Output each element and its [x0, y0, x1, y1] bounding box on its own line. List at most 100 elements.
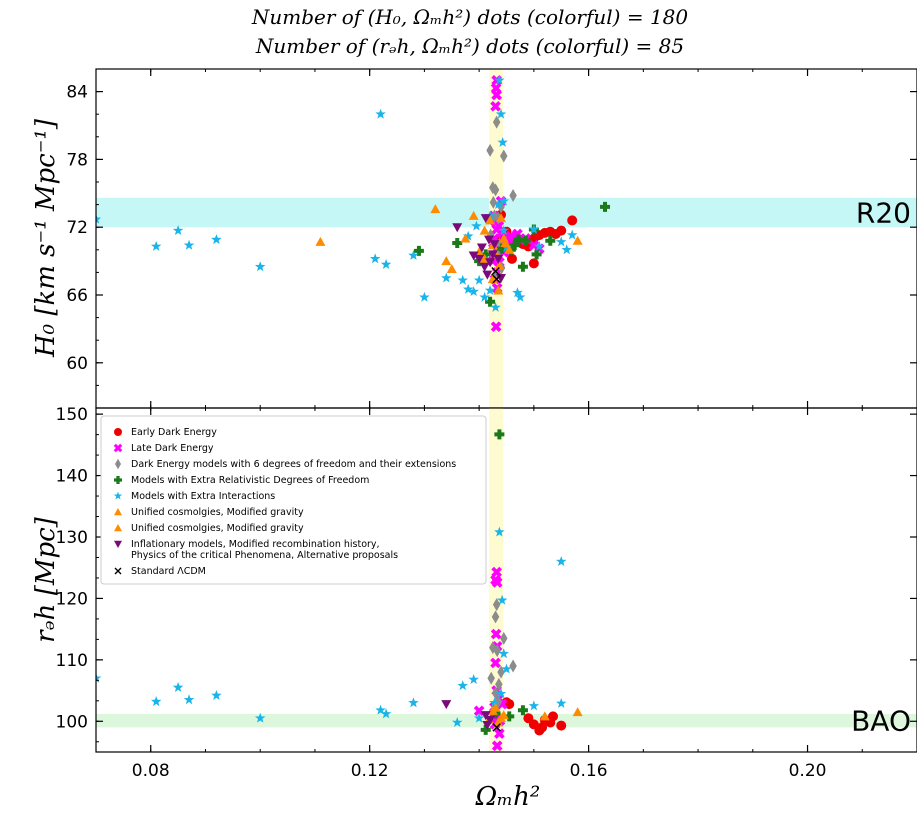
legend-box: [100, 415, 487, 585]
bottom-data-point: [504, 711, 515, 722]
bottom-data-point: [485, 716, 496, 726]
bottom-data-point: [408, 697, 419, 708]
bottom-data-point: [492, 723, 501, 732]
top-data-point: [520, 235, 531, 246]
top-data-point: [485, 215, 496, 225]
bottom-data-point: [493, 644, 501, 658]
bottom-data-point: [501, 663, 512, 674]
top-data-point: [369, 253, 381, 264]
bottom-data-point: [491, 577, 503, 588]
bottom-data-point: [473, 712, 485, 723]
bottom-data-point: [491, 566, 502, 578]
legend-marker: [115, 458, 121, 470]
top-data-point: [509, 189, 517, 203]
bottom-data-point: [490, 702, 501, 712]
top-data-point: [567, 215, 578, 226]
top-data-point: [556, 236, 567, 247]
top-data-point: [534, 240, 545, 251]
top-data-point: [496, 274, 507, 284]
top-data-point: [375, 108, 386, 119]
bottom-data-point: [495, 677, 503, 691]
top-panel-h0: R20 60 66 72 78 84: [66, 68, 917, 409]
bottom-data-point: [537, 722, 548, 733]
top-data-point: [500, 149, 508, 163]
top-data-point: [150, 240, 162, 251]
top-data-point: [561, 244, 572, 255]
x-tick-label: 0.16: [570, 761, 608, 781]
top-data-point: [441, 272, 452, 283]
x-tick-label: 0.20: [789, 761, 827, 781]
legend-marker: [114, 508, 122, 516]
top-data-point: [485, 258, 496, 268]
top-data-point: [183, 239, 195, 250]
top-series-6: [452, 214, 507, 284]
top-data-point: [528, 258, 539, 269]
bottom-data-point: [539, 711, 550, 721]
bottom-y-axis-label: rₔh [Mpc]: [31, 516, 61, 642]
legend-entry: Models with Extra Interactions: [113, 491, 275, 502]
top-data-point: [479, 225, 490, 235]
bottom-data-point: [491, 610, 500, 624]
bottom-panel-rdh: BAO 100 110 120 130 140 150 0.08 0.12 0.16 0.20: [56, 405, 917, 781]
legend-entry: Early Dark Energy: [114, 427, 217, 438]
top-data-point: [491, 89, 502, 101]
top-data-point: [531, 249, 542, 260]
bottom-data-point: [452, 717, 463, 727]
top-data-point: [441, 256, 452, 266]
legend-label: Models with Extra Interactions: [131, 491, 275, 502]
bottom-data-point: [480, 711, 491, 721]
top-data-point: [480, 214, 491, 224]
bottom-data-point: [183, 694, 195, 705]
top-data-point: [496, 213, 507, 223]
bottom-data-point: [490, 657, 501, 669]
bottom-data-point: [441, 700, 452, 710]
top-data-point: [490, 321, 502, 332]
bottom-plot-frame: [95, 407, 917, 753]
legend-marker: [113, 443, 123, 453]
top-data-point: [476, 243, 487, 253]
top-data-point: [474, 254, 485, 264]
bottom-data-point: [496, 594, 508, 605]
bottom-data-point: [572, 707, 583, 717]
top-data-point: [446, 264, 457, 274]
x-tick-label: 0.08: [132, 761, 170, 781]
bottom-data-point: [494, 728, 505, 739]
bottom-series-6: [441, 700, 496, 730]
top-data-point: [468, 286, 479, 297]
x-tick-label: 0.12: [351, 761, 389, 781]
bottom-data-point: [491, 740, 503, 752]
bottom-data-point: [509, 659, 517, 673]
top-data-point: [497, 136, 508, 147]
top-data-point: [483, 235, 494, 245]
bottom-data-point: [492, 598, 501, 612]
bottom-data-point: [457, 680, 468, 691]
bottom-data-point: [468, 674, 479, 684]
top-data-point: [493, 254, 504, 264]
bottom-data-point: [548, 711, 559, 722]
legend-entry: Unified cosmolgies, Modified gravity: [114, 507, 304, 518]
top-data-point: [315, 236, 326, 246]
legend-label: Late Dark Energy: [131, 443, 214, 454]
legend: Early Dark Energy Late Dark Energy Dark En…: [100, 415, 487, 585]
top-data-point: [491, 183, 500, 197]
top-data-point: [452, 223, 463, 233]
top-data-point: [493, 285, 504, 295]
top-data-point: [489, 240, 500, 250]
legend-entry: Dark Energy models with 6 degrees of fre…: [115, 458, 456, 470]
top-series-7: [491, 267, 501, 284]
top-data-point: [513, 234, 524, 245]
top-data-point: [500, 238, 511, 248]
bottom-data-point: [473, 705, 485, 717]
top-data-point: [172, 225, 184, 236]
top-data-point: [498, 233, 509, 243]
bottom-y-tick-label: 140: [56, 467, 88, 487]
bottom-data-point: [172, 682, 184, 692]
top-data-point: [492, 115, 501, 129]
top-data-point: [493, 199, 504, 210]
top-data-point: [254, 261, 266, 272]
top-data-point: [462, 230, 474, 241]
top-data-point: [485, 296, 496, 307]
bottom-data-point: [375, 704, 386, 715]
bottom-data-point: [487, 671, 495, 685]
legend-marker: [114, 540, 122, 548]
